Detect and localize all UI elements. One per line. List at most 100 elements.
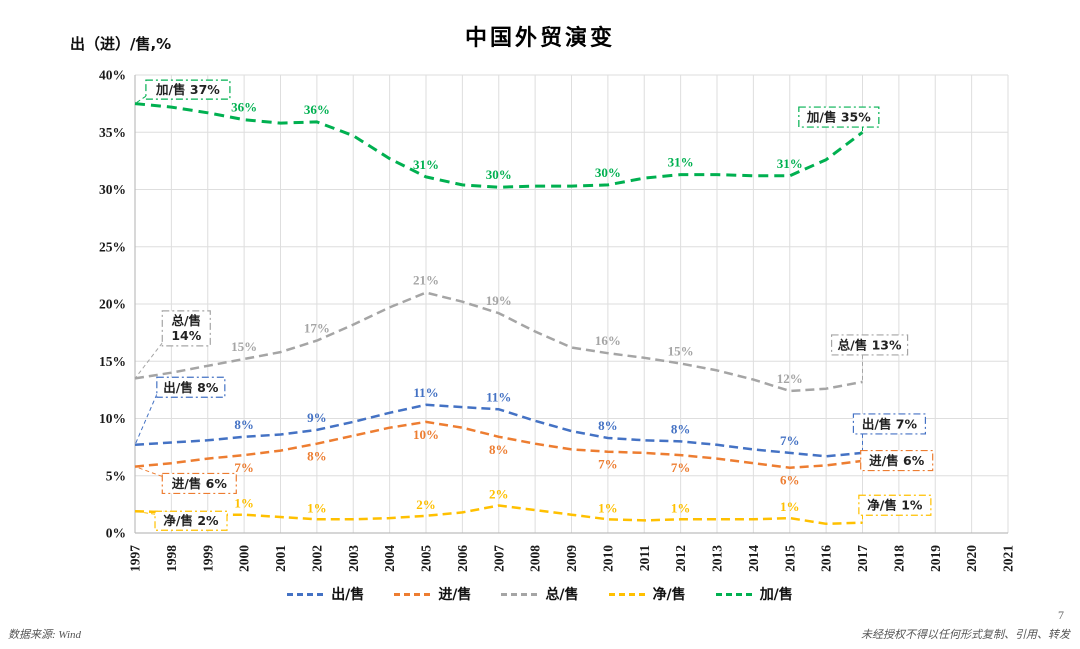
data-label: 2%	[489, 487, 509, 502]
legend-item: 总/售	[501, 584, 579, 604]
data-label: 8%	[598, 418, 618, 433]
callout: 出/售 8%	[134, 376, 226, 446]
x-tick-label: 2005	[419, 545, 434, 572]
data-label: 36%	[231, 100, 257, 115]
data-label: 30%	[595, 165, 621, 180]
callout: 进/售 6%	[134, 466, 237, 495]
data-label: 6%	[780, 473, 800, 488]
data-label: 31%	[413, 157, 439, 172]
x-tick-label: 2003	[346, 545, 361, 572]
data-label: 1%	[307, 500, 327, 515]
x-tick-label: 2011	[637, 545, 652, 572]
x-tick-label: 2017	[855, 545, 870, 572]
data-label: 15%	[231, 339, 257, 354]
x-tick-label: 1997	[128, 545, 143, 572]
legend-swatch-icon	[287, 592, 324, 596]
line-chart: 0% 5% 10% 15% 20% 25% 30% 35% 40% 1997 1998 1999 200…	[99, 68, 1016, 573]
x-tick-label: 2000	[237, 545, 252, 572]
series-line	[134, 403, 863, 458]
data-label: 16%	[595, 333, 621, 348]
legend-swatch-icon	[501, 592, 538, 596]
x-tick-label: 2006	[455, 545, 470, 572]
data-label: 36%	[304, 102, 330, 117]
callout: 总/售 14%	[134, 310, 211, 379]
legend-item: 进/售	[394, 584, 471, 604]
data-label: 7%	[598, 457, 618, 472]
legend-swatch-icon	[608, 592, 645, 596]
data-label: 8%	[234, 417, 254, 432]
data-label: 1%	[234, 496, 254, 511]
callout: 净/售 1%	[858, 494, 932, 523]
x-tick-label: 2008	[528, 545, 543, 572]
x-tick-label: 2004	[382, 545, 397, 572]
y-tick-label: 5%	[106, 468, 126, 483]
data-label: 8%	[307, 449, 327, 464]
series-line	[134, 291, 863, 393]
data-label: 7%	[780, 433, 800, 448]
data-label: 1%	[598, 500, 618, 515]
x-tick-label: 2014	[746, 545, 761, 572]
chart-title: 中国外贸演变	[464, 26, 615, 51]
data-label: 9%	[307, 410, 327, 425]
data-label: 31%	[777, 156, 803, 171]
callout-text: 总/售 13%	[838, 337, 902, 352]
y-tick-label: 10%	[99, 411, 126, 426]
data-label: 10%	[413, 427, 439, 442]
data-label: 19%	[486, 293, 512, 308]
y-tick-label: 15%	[99, 354, 126, 369]
x-tick-label: 2021	[1001, 545, 1016, 572]
data-label: 1%	[671, 500, 691, 515]
data-label: 7%	[234, 460, 254, 475]
data-label: 12%	[777, 371, 803, 386]
y-tick-label: 20%	[99, 297, 126, 312]
data-label: 15%	[668, 344, 694, 359]
legend-label: 净/售	[652, 587, 686, 603]
legend-swatch-icon	[394, 592, 431, 596]
series-data-labels: 36% 36% 31% 30% 30% 31% 31%	[231, 100, 803, 183]
legend-label: 出/售	[331, 587, 365, 603]
data-label: 8%	[489, 442, 509, 457]
callout: 加/售 35%	[798, 106, 880, 133]
data-label: 21%	[413, 273, 439, 288]
x-tick-label: 2002	[309, 545, 324, 572]
callout-text: 出/售 8%	[163, 380, 219, 395]
legend-label: 进/售	[438, 587, 472, 603]
data-label: 11%	[413, 385, 438, 400]
callout-text: 进/售 6%	[869, 453, 925, 468]
series-data-labels: 8% 9% 11% 11% 8% 8% 7%	[234, 385, 799, 448]
data-label: 17%	[304, 321, 330, 336]
x-tick-label: 2018	[891, 545, 906, 572]
callout-text: 净/售 2%	[163, 513, 219, 528]
legend-item: 净/售	[608, 584, 686, 604]
series-data-labels: 7% 8% 10% 8% 7% 7% 6%	[234, 427, 799, 488]
data-label: 31%	[668, 155, 694, 170]
y-axis-title: 出（进）/售,%	[70, 35, 172, 53]
y-tick-label: 40%	[99, 68, 126, 83]
x-tick-label: 2013	[710, 545, 725, 572]
y-tick-label: 0%	[106, 526, 126, 541]
callout: 出/售 7%	[852, 413, 927, 453]
data-source: 数据来源: Wind	[8, 629, 82, 641]
x-tick-label: 2019	[928, 545, 943, 572]
chart-legend: 出/售 进/售 总/售 净/售 加/售	[0, 584, 1080, 604]
x-tick-label: 1998	[164, 545, 179, 572]
y-tick-label: 25%	[99, 239, 126, 254]
disclaimer: 未经授权不得以任何形式复制、引用、转发	[861, 629, 1070, 641]
callout-text: 加/售 37%	[155, 82, 220, 97]
callout: 进/售 6%	[860, 449, 934, 472]
x-tick-label: 2010	[600, 545, 615, 572]
data-label: 8%	[671, 421, 691, 436]
legend-label: 总/售	[545, 587, 579, 603]
legend-item: 加/售	[715, 584, 793, 604]
callout: 净/售 2%	[134, 510, 228, 531]
callout: 加/售 37%	[134, 79, 231, 105]
data-label: 30%	[486, 167, 512, 182]
data-label: 11%	[486, 389, 511, 404]
callout-text: 总/售 14%	[171, 313, 201, 343]
x-tick-label: 2020	[964, 545, 979, 572]
x-tick-label: 2001	[273, 545, 288, 572]
y-tick-label: 35%	[99, 125, 126, 140]
series-line	[134, 420, 863, 469]
page-number: 7	[1058, 608, 1064, 622]
